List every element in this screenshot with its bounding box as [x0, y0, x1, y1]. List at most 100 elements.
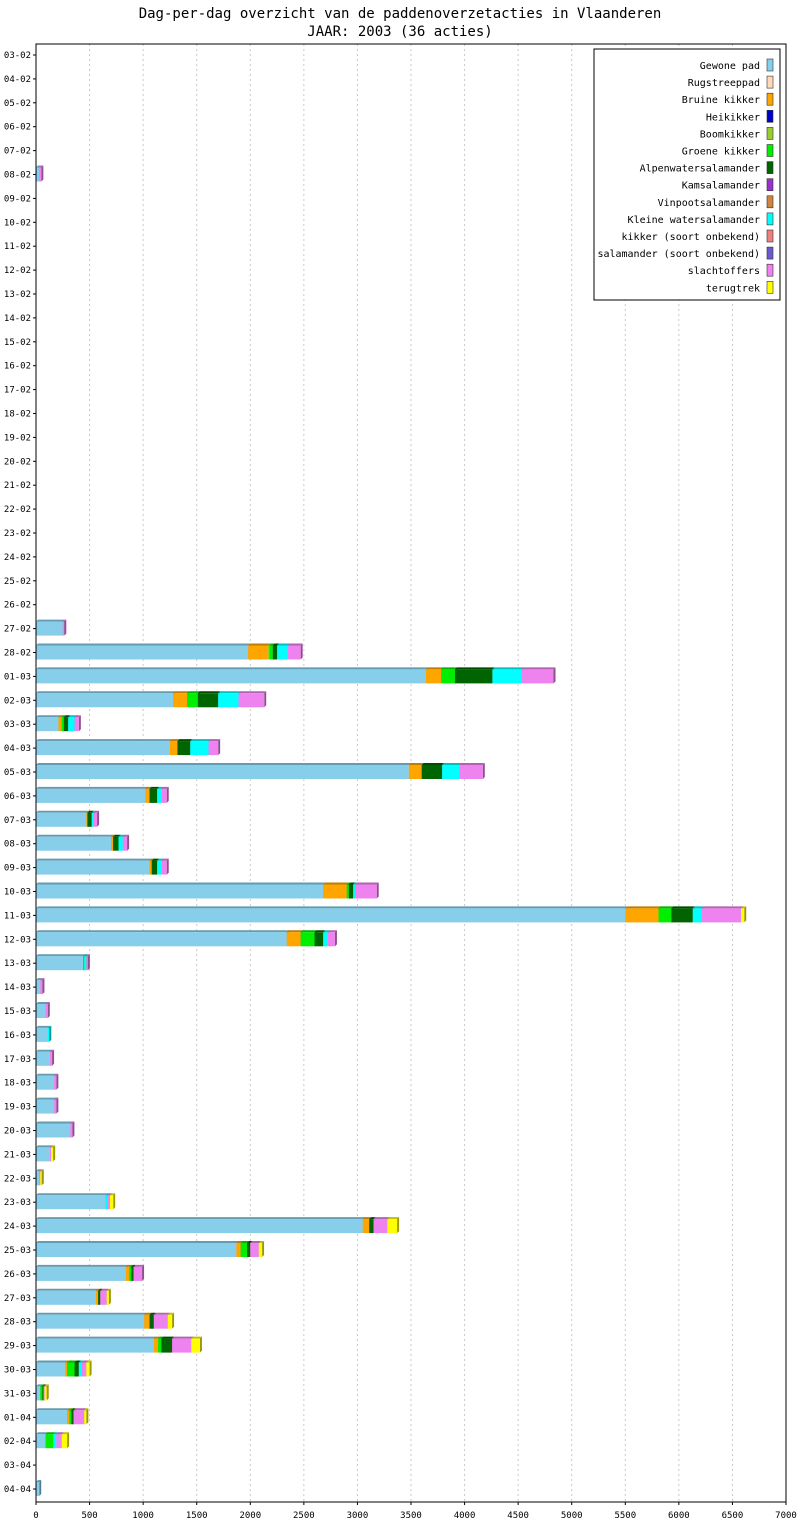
bar-segment-top: [36, 1121, 73, 1124]
bar-segment-top: [36, 691, 176, 694]
bar-segment-side: [127, 834, 130, 851]
bar-segment: [61, 1434, 68, 1449]
bar-segment: [64, 1362, 68, 1377]
bar-segment: [521, 669, 554, 684]
bar-segment: [741, 908, 745, 923]
y-tick-label: 20-02: [4, 457, 31, 467]
bar-segment-top: [36, 715, 61, 718]
bar-segment-top: [74, 715, 81, 718]
bar-segment-side: [300, 643, 303, 660]
axes: 0 500 1000 1500 2000 2500 3000 3500 4000 4500 5000…: [4, 43, 797, 1521]
bar-segment: [36, 812, 87, 827]
bar-segment-top: [62, 619, 67, 622]
bar-segment-top: [190, 739, 211, 742]
bar-segment-top: [40, 1384, 45, 1387]
bar-segment-top: [36, 1193, 108, 1196]
bar-segment-side: [172, 1312, 175, 1329]
legend: Gewone pad Rugstreeppad Bruine kikker Heiki…: [593, 48, 781, 301]
bar-segment: [36, 788, 146, 803]
y-tick-label: 13-03: [4, 959, 31, 969]
bar-segment: [348, 884, 354, 899]
bar-segment: [323, 884, 347, 899]
x-tick-label: 1000: [132, 1511, 154, 1521]
bar-segment: [78, 1362, 83, 1377]
y-tick-label: 19-02: [4, 433, 31, 443]
bar-segment-top: [158, 1336, 164, 1339]
y-tick-label: 23-02: [4, 529, 31, 539]
y-tick-label: 03-02: [4, 51, 31, 61]
bar-segment: [692, 908, 702, 923]
bar-segment-side: [397, 1217, 400, 1234]
bar-segment-top: [122, 834, 130, 837]
bar-segment: [327, 932, 335, 947]
y-tick-label: 11-03: [4, 911, 31, 921]
x-tick-label: 5000: [561, 1511, 583, 1521]
y-tick-label: 10-03: [4, 888, 31, 898]
bar-segment-top: [36, 1264, 128, 1267]
bar-segment-side: [67, 1432, 70, 1449]
legend-label: slachtoffers: [688, 266, 760, 277]
bar-segment: [248, 645, 268, 660]
bar-segment-top: [149, 1312, 156, 1315]
bar-segment: [36, 693, 174, 708]
legend-swatch: [766, 58, 774, 72]
y-tick-label: 13-02: [4, 290, 31, 300]
bar-segment-top: [61, 1432, 70, 1435]
y-tick-label: 14-03: [4, 983, 31, 993]
bar-segment: [240, 1243, 248, 1257]
bar-segment-top: [36, 1097, 57, 1100]
bar-segment-side: [113, 1193, 116, 1210]
bar-segment: [36, 1004, 46, 1018]
bar-segment-top: [671, 906, 695, 909]
bar-segment-top: [98, 1288, 103, 1291]
bar-segment-top: [107, 1193, 112, 1196]
bar-segment-top: [36, 1288, 98, 1291]
bar-segment: [187, 693, 198, 708]
bar-segment: [36, 1338, 154, 1353]
bar-segment: [36, 932, 287, 947]
bar-segment-top: [45, 1002, 50, 1004]
bar-segment: [36, 908, 626, 923]
y-tick-label: 14-02: [4, 314, 31, 324]
legend-label: kikker (soort onbekend): [622, 232, 760, 243]
legend-label: Kamsalamander: [682, 181, 760, 192]
bar-segment-top: [54, 1097, 59, 1100]
bar-segment: [36, 884, 324, 899]
y-tick-label: 09-03: [4, 864, 31, 874]
x-tick-label: 6000: [668, 1511, 690, 1521]
bar-segment: [56, 1434, 62, 1449]
x-tick-label: 3500: [400, 1511, 422, 1521]
bar-segment-top: [36, 1408, 70, 1411]
bar-segment-top: [36, 165, 42, 168]
y-tick-label: 04-03: [4, 744, 31, 754]
bar-segment-top: [64, 1360, 70, 1363]
bar-segment: [54, 1099, 57, 1114]
y-tick-label: 07-02: [4, 147, 31, 157]
bar-segment-side: [166, 858, 169, 875]
bar-segment-top: [68, 715, 77, 718]
bar-segment: [36, 1051, 50, 1066]
legend-label: Bruine kikker: [682, 95, 760, 106]
bar-segment-top: [492, 667, 524, 670]
bar-segment-top: [36, 1384, 43, 1387]
bar-segment-side: [41, 1169, 44, 1186]
y-tick-label: 05-02: [4, 99, 31, 109]
legend-swatch: [766, 229, 774, 243]
y-tick-label: 28-02: [4, 649, 31, 659]
bar-segment: [36, 836, 111, 851]
bar-segment: [129, 1266, 132, 1281]
bar-segment-top: [149, 858, 154, 861]
bar-segment: [36, 1314, 145, 1329]
bar-segment-side: [39, 1480, 42, 1496]
bar-segment-top: [236, 1241, 243, 1243]
bar-segment-top: [426, 667, 443, 670]
bar-segment-top: [373, 1217, 390, 1220]
bar-segment-side: [72, 1121, 75, 1138]
bar-segment: [190, 741, 209, 756]
bar-segment-top: [353, 882, 358, 885]
bar-segment: [36, 1386, 41, 1401]
bar-segment-top: [658, 906, 674, 909]
y-tick-label: 28-03: [4, 1318, 31, 1328]
bar-segment: [36, 1195, 106, 1210]
y-tick-label: 07-03: [4, 816, 31, 826]
